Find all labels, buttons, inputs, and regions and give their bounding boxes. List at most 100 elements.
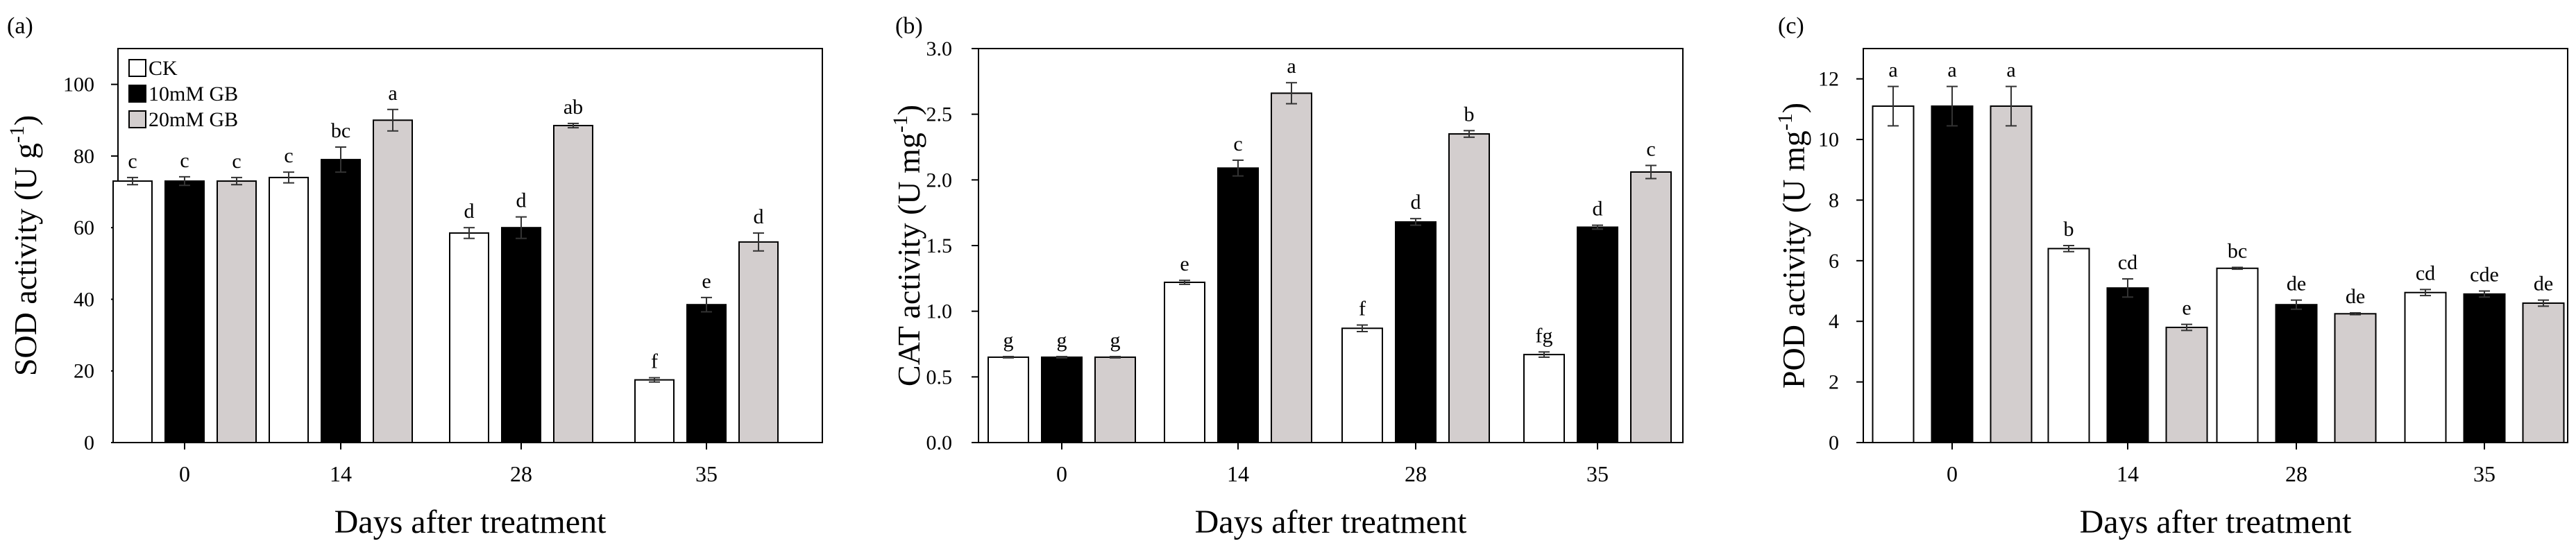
x-tick-label: 35 (2473, 461, 2496, 486)
bar-ck (1523, 354, 1565, 443)
x-axis-label: Days after treatment (1195, 504, 1467, 540)
bar-ck (112, 180, 153, 443)
legend-label: 10mM GB (149, 83, 238, 105)
bar-20mm-gb (738, 241, 779, 443)
significance-letter: d (516, 189, 527, 212)
bar-10mm-gb (2463, 293, 2506, 443)
bar-ck (269, 176, 309, 444)
significance-letter: bc (2228, 239, 2247, 262)
y-tick-label: 8 (1829, 189, 1839, 212)
bar-20mm-gb (1271, 92, 1312, 444)
bar-20mm-gb (373, 119, 413, 443)
bar-20mm-gb (1990, 105, 2033, 443)
bar-ck (1164, 282, 1205, 443)
y-axis-label-superscript: -1 (1774, 113, 1797, 130)
x-tick-label: 0 (1056, 461, 1067, 486)
legend: CK 10mM GB 20mM GB (128, 57, 238, 131)
significance-letter: c (232, 150, 241, 173)
panel-label: (a) (7, 13, 33, 39)
y-tick-label: 40 (74, 288, 94, 311)
x-axis-label: Days after treatment (334, 504, 607, 540)
significance-letter: a (2006, 59, 2015, 82)
significance-letter: c (180, 149, 189, 172)
legend-label: CK (149, 57, 178, 80)
x-tick-label: 28 (510, 461, 532, 486)
significance-letter: g (1003, 329, 1014, 352)
significance-letter: de (2287, 273, 2306, 296)
legend-swatch (128, 59, 146, 77)
y-axis-label: SOD activity (U g-1) (6, 115, 43, 376)
bar-20mm-gb (1094, 356, 1136, 444)
x-tick-label: 35 (695, 461, 718, 486)
y-tick-label: 80 (74, 145, 94, 168)
y-tick-label: 0.0 (926, 431, 953, 454)
y-axis-label-text: CAT activity (U mg (891, 132, 926, 386)
y-tick-label: 0.5 (926, 366, 953, 388)
significance-letter: b (1464, 103, 1475, 126)
x-tick-label: 14 (330, 461, 352, 486)
y-tick-label: 0 (84, 431, 94, 454)
significance-letter: cd (2118, 251, 2137, 274)
significance-letter: fg (1536, 324, 1553, 347)
bar-10mm-gb (501, 227, 541, 443)
bar-10mm-gb (321, 159, 361, 443)
y-tick-label: 100 (63, 74, 94, 96)
bar-10mm-gb (1931, 105, 1974, 443)
significance-letter: a (388, 82, 397, 105)
significance-letter: cde (2470, 264, 2499, 286)
chart-panel-3: (c) 0 2 4 6 8 10 12 POD activity (U mg-1) 0 14 28 35… (1774, 13, 2568, 540)
bar-10mm-gb (164, 180, 205, 443)
significance-letter: cd (2416, 262, 2435, 284)
y-axis-label-end: ) (1776, 103, 1811, 113)
y-tick-label: 2.0 (926, 169, 953, 191)
x-tick-label: 28 (2285, 461, 2307, 486)
y-tick-label: 2 (1829, 371, 1839, 394)
bar-ck (449, 232, 489, 443)
bar-20mm-gb (2522, 302, 2565, 443)
x-tick-label: 35 (1586, 461, 1609, 486)
x-tick-label: 28 (1405, 461, 1427, 486)
y-axis-label-end: ) (8, 115, 43, 126)
x-tick-label: 0 (179, 461, 190, 486)
y-axis-label: POD activity (U mg-1) (1774, 103, 1811, 388)
bar-ck (1341, 327, 1383, 443)
y-tick-label: 1.0 (926, 300, 953, 323)
significance-letter: a (1287, 55, 1296, 78)
bar-20mm-gb (2334, 313, 2377, 443)
y-axis-label-text: SOD activity (U g (8, 143, 43, 376)
bar-20mm-gb (2165, 326, 2208, 443)
bar-ck (1872, 105, 1915, 443)
significance-letter: g (1110, 329, 1121, 352)
legend-swatch (128, 110, 146, 128)
y-tick-label: 10 (1818, 128, 1839, 151)
significance-letter: g (1057, 329, 1067, 352)
significance-letter: f (651, 350, 658, 373)
significance-letter: bc (331, 119, 350, 142)
y-tick-label: 2.5 (926, 103, 953, 126)
bar-10mm-gb (2275, 304, 2318, 444)
bar-20mm-gb (1448, 133, 1490, 443)
panel-label: (c) (1778, 13, 1804, 39)
y-tick-label: 60 (74, 216, 94, 239)
significance-letter: b (2064, 218, 2074, 241)
panel-label: (b) (895, 13, 923, 39)
y-tick-label: 1.5 (926, 234, 953, 257)
significance-letter: a (1888, 59, 1897, 82)
bar-ck (2404, 291, 2447, 443)
y-axis-label-superscript: -1 (889, 115, 912, 132)
legend-label: 20mM GB (149, 108, 238, 131)
significance-letter: de (2534, 273, 2553, 296)
significance-letter: c (284, 144, 293, 167)
y-tick-label: 3.0 (926, 37, 953, 60)
y-tick-label: 20 (74, 360, 94, 383)
significance-letter: c (1646, 138, 1655, 161)
y-axis-label: CAT activity (U mg-1) (889, 105, 926, 386)
y-tick-label: 4 (1829, 310, 1839, 333)
y-tick-label: 0 (1829, 431, 1839, 454)
significance-letter: d (1593, 198, 1603, 221)
significance-letter: e (2182, 297, 2191, 320)
significance-letter: a (1947, 59, 1956, 82)
chart-panel-2: (b) 0.0 0.5 1.0 1.5 2.0 2.5 3.0 CAT activity (U … (889, 13, 1684, 540)
bar-10mm-gb (1577, 226, 1618, 443)
